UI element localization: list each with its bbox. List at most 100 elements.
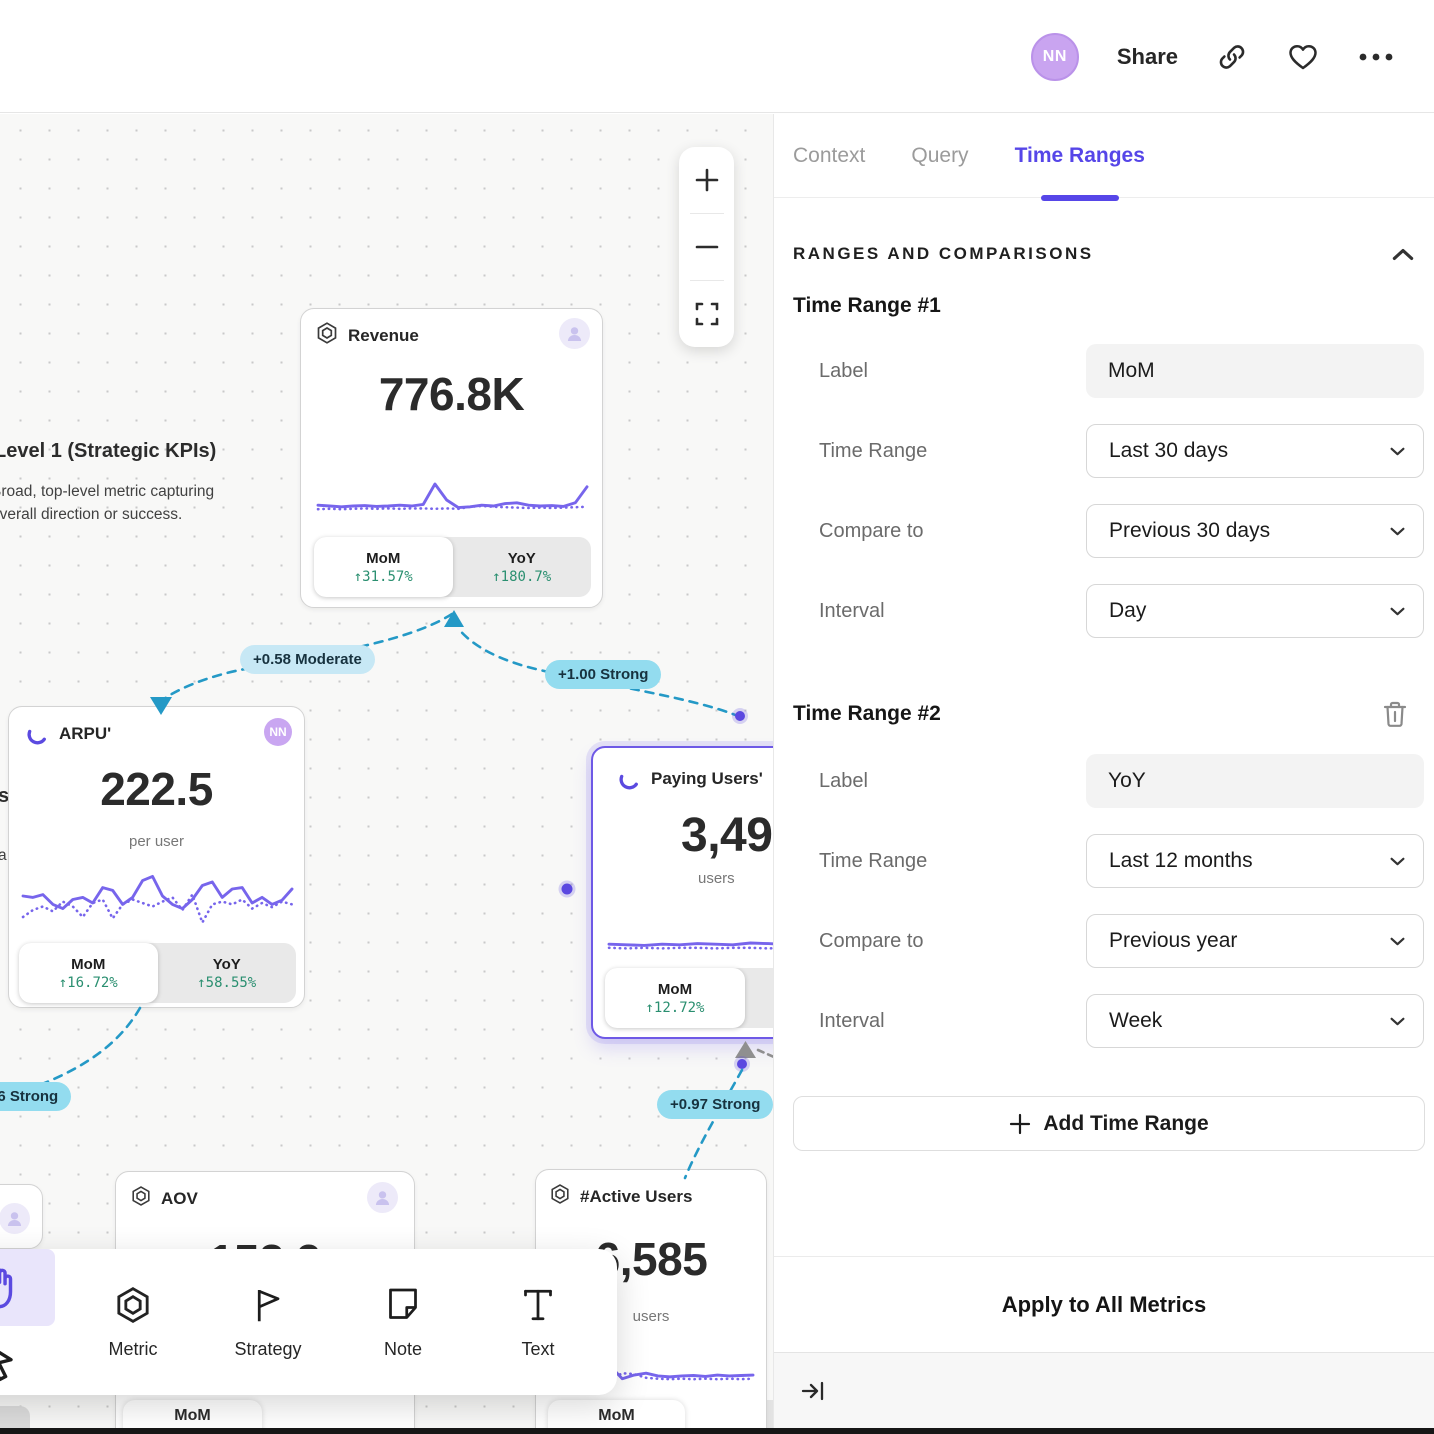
metric-unit: users [632, 1308, 670, 1325]
toolbar-item-label: Text [521, 1338, 555, 1359]
chevron-down-icon [1390, 527, 1405, 536]
pill-label: MoM [366, 549, 401, 567]
sparkline-chart [607, 898, 773, 964]
settings-panel: Context Query Time Ranges RANGES AND COM… [773, 114, 1434, 1434]
metric-card-arpu[interactable]: ARPU' NN 222.5 per user MoM ↑16.72% YoY … [8, 706, 305, 1008]
pill-label: YoY [507, 549, 536, 567]
label-input[interactable] [1086, 344, 1424, 398]
favorite-heart-icon[interactable] [1286, 41, 1320, 73]
field-label: Label [819, 359, 868, 382]
select-value: Day [1109, 599, 1147, 622]
metric-value: 776.8K [378, 368, 525, 420]
select-value: Previous year [1109, 929, 1238, 952]
field-label: Time Range [819, 849, 928, 872]
canvas-toolbar: Metric Strategy Note Text [0, 1249, 617, 1395]
time-range-1-title: Time Range #1 [793, 294, 941, 317]
pill-value: ↑58.55% [197, 974, 257, 991]
card-title: AOV [161, 1189, 198, 1208]
pill-value: ↑16.72% [58, 974, 118, 991]
user-avatar[interactable]: NN [1030, 32, 1079, 81]
apply-all-metrics-button[interactable]: Apply to All Metrics [1001, 1291, 1207, 1317]
yoy-toggle[interactable] [745, 968, 773, 1028]
delete-time-range-icon[interactable] [1382, 700, 1408, 728]
comparison-pillbar: MoM ↑16.72% YoY ↑58.55% [19, 943, 296, 1003]
collapse-section-icon[interactable] [1392, 248, 1414, 261]
correlation-badge: +0.58 Moderate [240, 645, 375, 674]
hand-tool[interactable] [0, 1249, 55, 1326]
zoom-out-button[interactable] [679, 214, 734, 280]
collapse-panel-icon[interactable] [800, 1379, 826, 1403]
label-input[interactable] [1086, 754, 1424, 808]
select-value: Last 12 months [1109, 849, 1253, 872]
toolbar-item-text[interactable]: Text [483, 1249, 593, 1395]
zoom-in-button[interactable] [679, 147, 734, 213]
field-label: Interval [819, 1009, 885, 1032]
toolbar-item-note[interactable]: Note [348, 1249, 458, 1395]
toolbar-item-label: Strategy [234, 1338, 302, 1359]
select-tool[interactable] [0, 1331, 55, 1393]
metric-card-clipped[interactable] [0, 1184, 43, 1249]
toolbar-item-strategy[interactable]: Strategy [213, 1249, 323, 1395]
pill-value: ↑12.72% [645, 999, 705, 1016]
pill-label: YoY [212, 955, 241, 973]
edge-paying-active [683, 1068, 744, 1180]
yoy-toggle[interactable]: YoY ↑180.7% [453, 537, 592, 597]
tab-context[interactable]: Context [793, 143, 866, 167]
metric-hexagon-icon [315, 321, 339, 345]
chevron-down-icon [1390, 937, 1405, 946]
mom-toggle[interactable]: MoM ↑31.57% [314, 537, 453, 597]
arrowhead-up [444, 610, 464, 627]
chevron-down-icon [1390, 1017, 1405, 1026]
add-time-range-label: Add Time Range [1043, 1111, 1209, 1135]
toolbar-item-label: Note [383, 1338, 423, 1359]
plus-icon [1010, 1113, 1031, 1134]
fit-view-button[interactable] [679, 281, 734, 347]
connection-handle [558, 880, 576, 898]
arrowhead-up-gray [735, 1041, 756, 1058]
pill-value: ↑31.57% [353, 568, 413, 585]
metric-tree-canvas[interactable]: Level 1 (Strategic KPIs) Broad, top-leve… [0, 114, 773, 1434]
mom-toggle[interactable]: MoM ↑16.72% [19, 943, 158, 1003]
mom-toggle[interactable]: MoM ↑12.72% [605, 968, 745, 1028]
metric-value: 222.5 [100, 763, 213, 815]
comparison-pillbar: MoM ↑31.57% YoY ↑180.7% [314, 537, 591, 597]
chevron-down-icon [1390, 447, 1405, 456]
section-title: RANGES AND COMPARISONS [793, 244, 1094, 263]
add-time-range-button[interactable]: Add Time Range [793, 1096, 1425, 1151]
metric-card-revenue[interactable]: Revenue 776.8K MoM ↑31.57% YoY ↑180.7% [300, 308, 603, 608]
card-title: Paying Users' [651, 769, 763, 788]
interval-select[interactable]: Week [1086, 994, 1424, 1048]
edge-stub-gray [756, 1048, 773, 1058]
field-label: Interval [819, 599, 885, 622]
panel-tabs: Context Query Time Ranges [774, 114, 1434, 198]
loading-arc-icon [617, 766, 642, 791]
select-value: Last 30 days [1109, 439, 1229, 462]
toolbar-item-metric[interactable]: Metric [78, 1249, 188, 1395]
interval-select[interactable]: Day [1086, 584, 1424, 638]
metric-card-paying-users[interactable]: Paying Users' 3,49 users MoM ↑12.72% [591, 746, 773, 1039]
compare-to-select[interactable]: Previous 30 days [1086, 504, 1424, 558]
tab-query[interactable]: Query [911, 143, 969, 167]
tab-time-ranges[interactable]: Time Ranges [1015, 114, 1145, 198]
pill-label: MoM [657, 980, 693, 998]
select-value: Week [1109, 1009, 1163, 1032]
field-label: Label [819, 769, 868, 792]
time-range-select[interactable]: Last 30 days [1086, 424, 1424, 478]
compare-to-select[interactable]: Previous year [1086, 914, 1424, 968]
clipped-text-fragment: a [0, 847, 7, 864]
yoy-toggle[interactable]: YoY ↑58.55% [158, 943, 297, 1003]
time-range-select[interactable]: Last 12 months [1086, 834, 1424, 888]
flag-icon [257, 1289, 280, 1321]
metric-value: 3,49 [681, 809, 773, 862]
connection-handle [737, 1059, 747, 1069]
time-range-2-title: Time Range #2 [793, 702, 941, 725]
card-title: #Active Users [580, 1187, 693, 1206]
top-header: NN Share [0, 0, 1434, 113]
more-options-icon[interactable] [1358, 52, 1394, 62]
share-button[interactable]: Share [1116, 43, 1178, 69]
copy-link-icon[interactable] [1216, 41, 1248, 73]
sparkline-chart [316, 475, 589, 521]
toolbar-item-label: Metric [108, 1338, 158, 1359]
field-label: Time Range [819, 439, 928, 462]
correlation-badge: +1.00 Strong [545, 660, 662, 689]
